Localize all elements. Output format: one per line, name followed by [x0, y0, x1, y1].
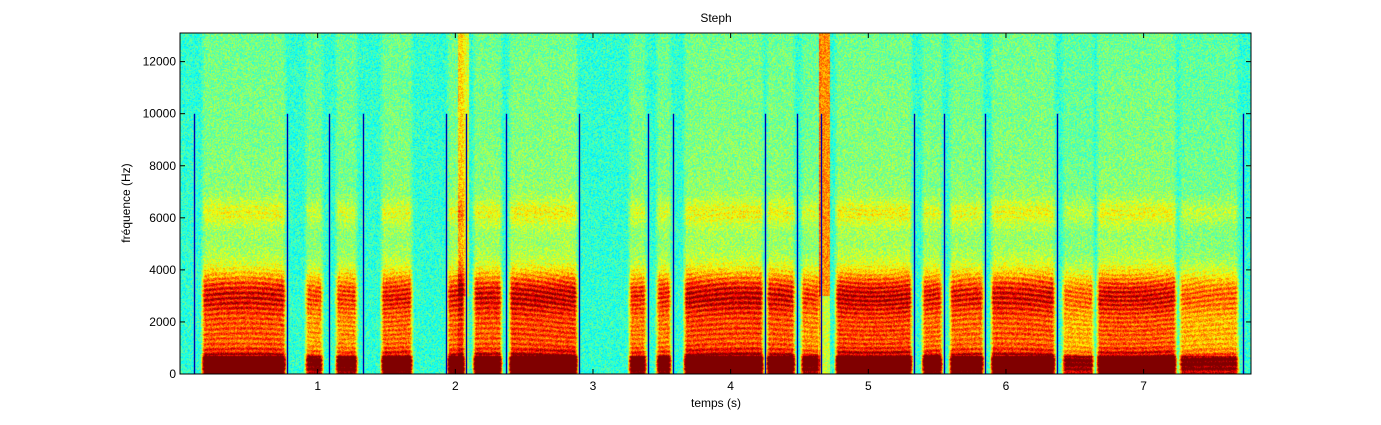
y-tick-label: 12000 — [143, 55, 177, 69]
x-tick-label: 6 — [1003, 379, 1010, 393]
y-tick-label: 2000 — [149, 315, 176, 329]
x-tick-label: 5 — [865, 379, 872, 393]
plot-frame — [179, 32, 1252, 375]
chart-title: Steph — [700, 11, 731, 25]
y-tick-label: 6000 — [149, 211, 176, 225]
x-tick-label: 7 — [1140, 379, 1147, 393]
y-tick-label: 8000 — [149, 159, 176, 173]
y-tick-label: 10000 — [143, 107, 177, 121]
x-tick-label: 4 — [727, 379, 734, 393]
x-tick-label: 2 — [452, 379, 459, 393]
segment-boundaries — [193, 113, 1245, 374]
x-tick-label: 1 — [314, 379, 321, 393]
x-tick-label: 3 — [590, 379, 597, 393]
y-axis-ticks: 0 2000 4000 6000 8000 10000 12000 — [143, 55, 1251, 381]
spectrogram-heatmap — [180, 33, 1251, 374]
x-axis-ticks: 1 2 3 4 5 6 7 — [314, 33, 1147, 393]
y-axis-label: fréquence (Hz) — [119, 163, 133, 242]
heatmap-layer — [180, 33, 1251, 374]
y-tick-label: 0 — [169, 367, 176, 381]
y-tick-label: 4000 — [149, 263, 176, 277]
x-axis-label: temps (s) — [691, 396, 741, 410]
